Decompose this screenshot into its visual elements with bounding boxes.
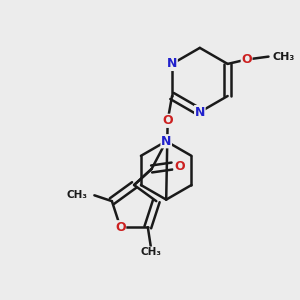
Text: CH₃: CH₃ <box>273 52 295 61</box>
Text: CH₃: CH₃ <box>66 190 87 200</box>
Text: O: O <box>174 160 184 172</box>
Text: N: N <box>167 57 177 70</box>
Text: O: O <box>115 221 126 234</box>
Text: CH₃: CH₃ <box>140 247 161 257</box>
Text: O: O <box>162 114 173 127</box>
Text: N: N <box>161 135 171 148</box>
Text: O: O <box>241 53 252 66</box>
Text: N: N <box>195 106 205 118</box>
